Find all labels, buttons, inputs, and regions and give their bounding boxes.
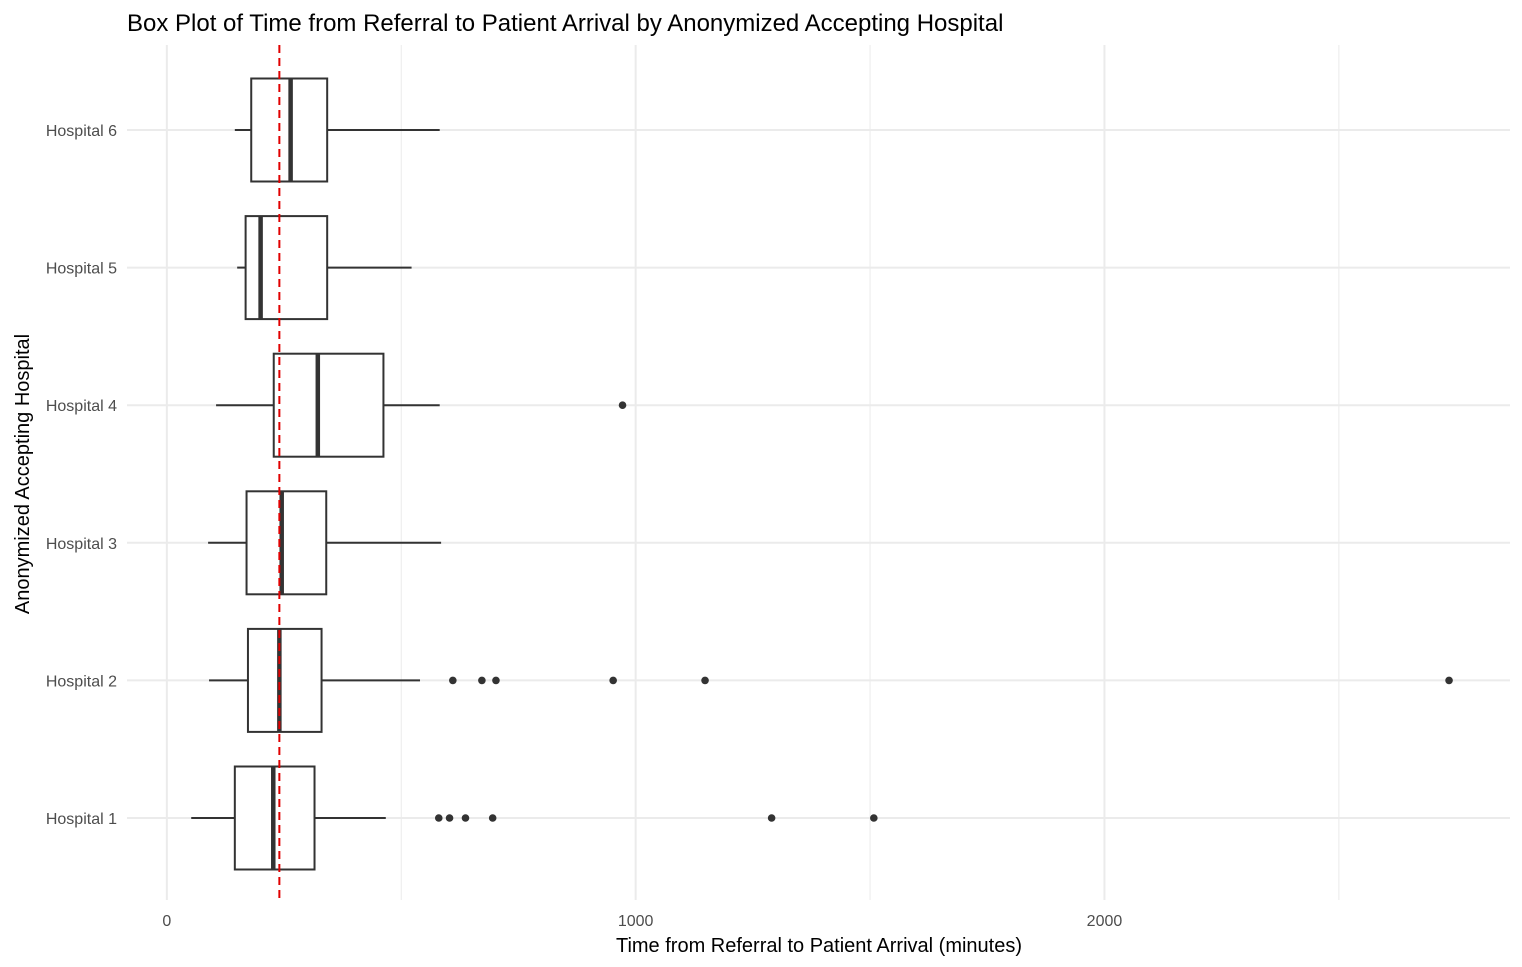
- x-axis-title: Time from Referral to Patient Arrival (m…: [616, 935, 1022, 957]
- y-axis-title: Anonymized Accepting Hospital: [12, 334, 34, 614]
- interquartile-box: [272, 352, 385, 458]
- y-tick-label: Hospital 3: [46, 536, 117, 553]
- interquartile-box: [245, 490, 328, 596]
- x-tick-label: 1000: [618, 913, 654, 930]
- outlier-point: [618, 401, 627, 410]
- interquartile-box: [244, 215, 329, 321]
- outlier-point: [1445, 676, 1453, 685]
- outlier-point: [449, 676, 457, 685]
- box-hospital-5: [237, 215, 412, 321]
- box-hospital-4: [216, 352, 627, 458]
- outlier-point: [492, 676, 500, 685]
- box-hospital-1: [191, 765, 878, 871]
- box-hospital-2: [209, 627, 1453, 733]
- box-layer: [191, 77, 1453, 871]
- interquartile-box: [246, 627, 323, 733]
- outlier-point: [478, 676, 486, 685]
- y-tick-label: Hospital 6: [46, 123, 117, 140]
- outlier-point: [767, 814, 776, 822]
- outlier-point: [701, 676, 709, 685]
- outlier-point: [434, 814, 443, 822]
- x-tick-label: 0: [162, 913, 171, 930]
- y-tick-label: Hospital 5: [46, 261, 117, 278]
- grid-lines: [127, 45, 1510, 900]
- y-tick-label: Hospital 2: [46, 673, 117, 690]
- y-axis-tick-labels: Hospital 1 Hospital 2 Hospital 3 Hospital 4…: [46, 123, 117, 828]
- chart-title: Box Plot of Time from Referral to Patien…: [127, 10, 1003, 37]
- box-hospital-3: [208, 490, 442, 596]
- box-hospital-6: [234, 77, 440, 183]
- y-tick-label: Hospital 1: [46, 811, 117, 828]
- x-axis-tick-labels: 0 1000 2000: [162, 913, 1122, 930]
- outlier-point: [870, 814, 878, 822]
- outlier-point: [461, 814, 470, 822]
- outlier-point: [609, 676, 617, 685]
- outlier-point: [445, 814, 454, 822]
- y-tick-label: Hospital 4: [46, 398, 117, 415]
- outlier-point: [488, 814, 497, 822]
- x-tick-label: 2000: [1087, 913, 1123, 930]
